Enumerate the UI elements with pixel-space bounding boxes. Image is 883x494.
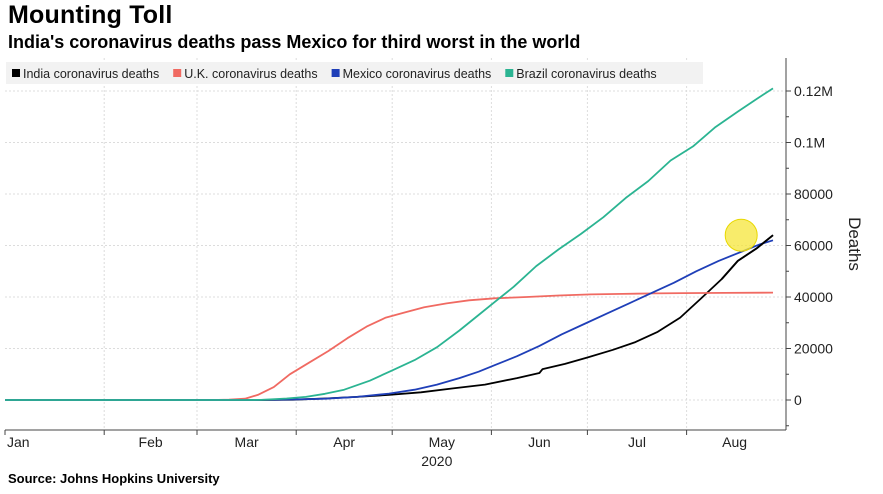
x-tick-label: Feb: [139, 434, 163, 450]
x-tick-label: Jan: [7, 434, 30, 450]
series-line-mexico: [5, 239, 774, 401]
x-axis-year-label: 2020: [421, 453, 452, 469]
y-tick-label: 40000: [794, 289, 833, 305]
chart-title: Mounting Toll: [8, 1, 173, 29]
x-tick-label: Aug: [722, 434, 747, 450]
legend-swatch: [331, 69, 340, 77]
series-line-brazil: [5, 87, 774, 401]
chart-subtitle: India's coronavirus deaths pass Mexico f…: [8, 32, 581, 52]
y-tick-label: 60000: [794, 238, 833, 254]
y-axis-label: Deaths: [845, 217, 864, 271]
legend-label: India coronavirus deaths: [23, 67, 159, 81]
y-tick-label: 20000: [794, 341, 833, 357]
source-note: Source: Johns Hopkins University: [8, 471, 220, 486]
y-tick-label: 0.1M: [794, 135, 825, 151]
x-tick-label: Jul: [628, 434, 646, 450]
legend-swatch: [12, 69, 20, 77]
x-tick-label: May: [429, 434, 455, 450]
x-tick-label: Mar: [235, 434, 259, 450]
x-tick-label: Apr: [333, 434, 355, 450]
y-tick-label: 0: [794, 392, 802, 408]
highlight-marker: [724, 218, 758, 252]
x-tick-label: Jun: [528, 434, 551, 450]
legend-background: [6, 62, 703, 84]
series-line-uk: [5, 291, 774, 401]
y-tick-label: 80000: [794, 186, 833, 202]
legend-swatch: [505, 69, 514, 77]
legend-label: Mexico coronavirus deaths: [343, 67, 492, 81]
y-tick-label: 0.12M: [794, 83, 833, 99]
legend-label: U.K. coronavirus deaths: [184, 67, 317, 81]
legend-swatch: [173, 69, 182, 77]
series-line-india-tail: [721, 234, 774, 280]
legend-label: Brazil coronavirus deaths: [516, 67, 656, 81]
